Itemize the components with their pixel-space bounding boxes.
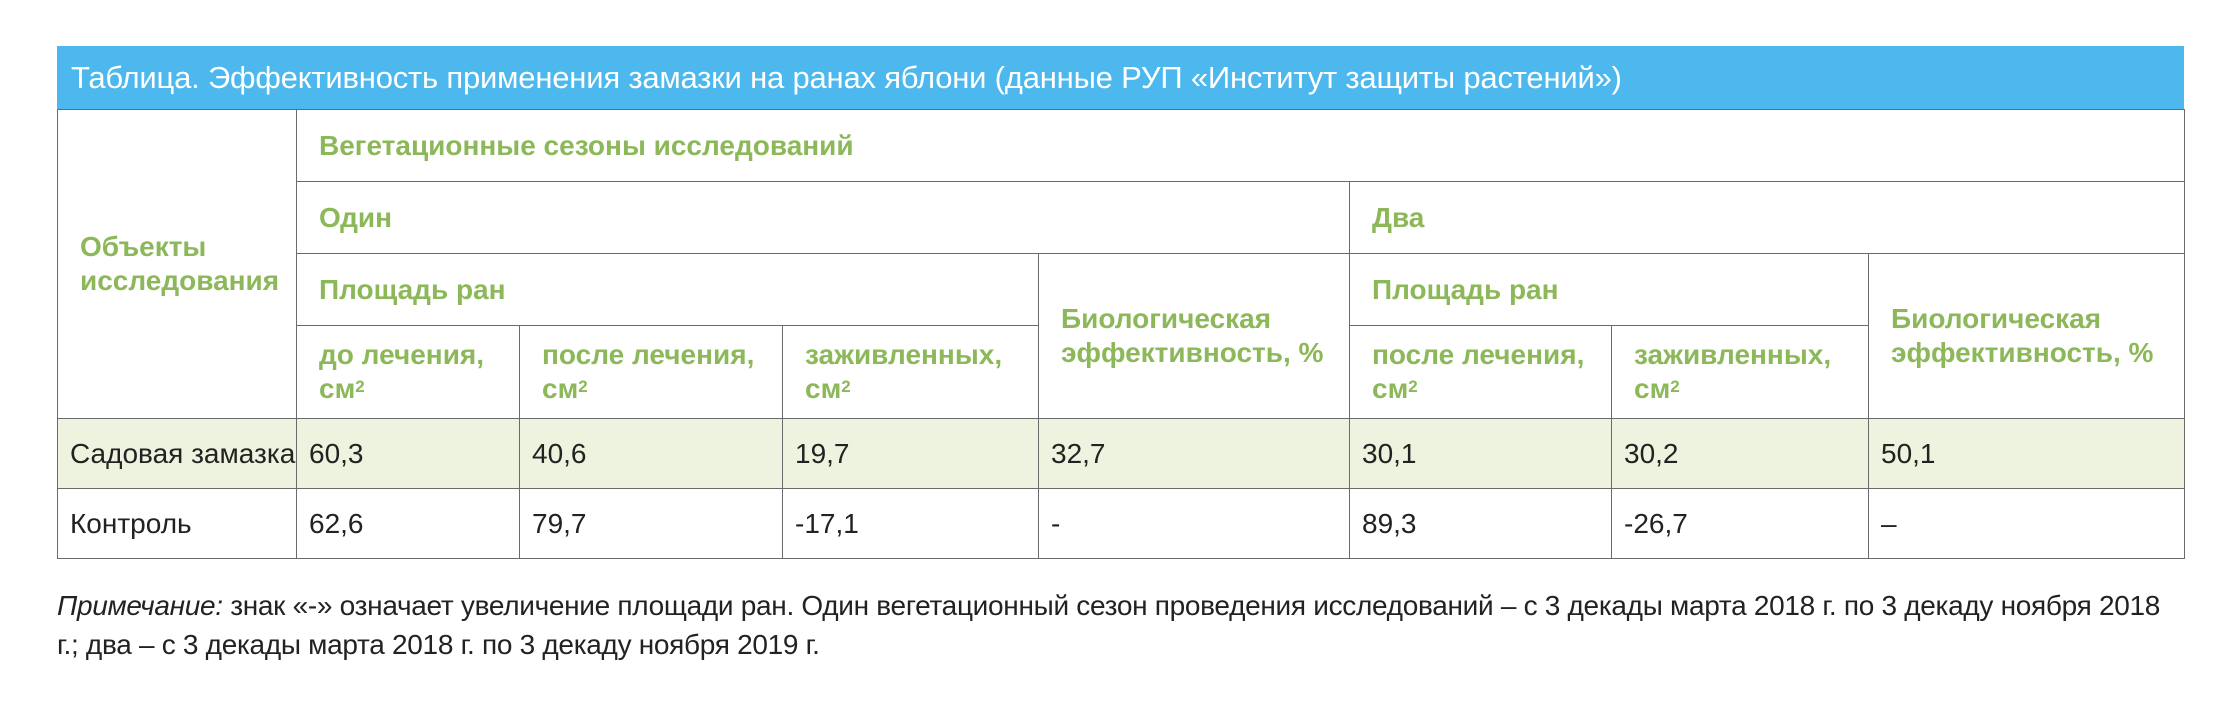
cell-after-one: 79,7 [519, 488, 783, 559]
header-objects: Объекты исследования [57, 109, 297, 419]
cell-bio-eff-two: 50,1 [1867, 418, 2186, 489]
header-bio-efficiency-two: Биологическая эффективность, % [1867, 253, 2186, 419]
cell-after-two: 30,1 [1349, 418, 1612, 489]
header-wound-area-two: Площадь ран [1349, 253, 1869, 326]
header-before-treatment: до лечения, см2 [296, 325, 520, 419]
cell-after-one: 40,6 [519, 418, 783, 489]
unit-exponent: 2 [355, 377, 365, 396]
cell-after-two: 89,3 [1349, 488, 1612, 559]
table-row-control: Контроль 62,6 79,7 -17,1 - 89,3 -26,7 – [57, 488, 2186, 559]
cell-bio-eff-one: - [1038, 488, 1350, 559]
header-row-area: Площадь ран Биологическая эффективность,… [58, 253, 2186, 419]
unit-exponent: 2 [1408, 377, 1418, 396]
header-wound-area-one: Площадь ран [296, 253, 1039, 326]
unit-exponent: 2 [1670, 377, 1680, 396]
cell-healed-two: -26,7 [1611, 488, 1869, 559]
header-two: Два [1348, 181, 2186, 254]
cell-healed-two: 30,2 [1611, 418, 1869, 489]
cell-before: 60,3 [296, 418, 520, 489]
note-label: Примечание: [57, 590, 223, 621]
header-seasons: Вегетационные сезоны исследований [295, 109, 2186, 182]
header-after-treatment-two: после лечения, см2 [1349, 325, 1612, 419]
unit-label: см [542, 373, 579, 404]
table-title: Таблица. Эффективность применения замазк… [57, 46, 2184, 109]
header-before-label: до лечения, [319, 339, 485, 370]
header-bio-efficiency-one: Биологическая эффективность, % [1038, 253, 1350, 419]
data-table: Объекты исследования Вегетационные сезон… [57, 109, 2186, 559]
row-name: Садовая замазка [57, 418, 297, 489]
unit-label: см [805, 373, 842, 404]
unit-exponent: 2 [841, 377, 851, 396]
cell-before: 62,6 [296, 488, 520, 559]
header-row-subcolumns: до лечения, см2 после лечения, см2 зажив… [58, 325, 2185, 419]
unit-label: см [319, 373, 356, 404]
header-after-treatment-one: после лечения, см2 [519, 325, 783, 419]
cell-healed-one: 19,7 [782, 418, 1039, 489]
header-after-label-one: после лечения, [542, 339, 755, 370]
cell-bio-eff-two: – [1867, 488, 2186, 559]
header-healed-two: заживленных, см2 [1611, 325, 1869, 419]
cell-healed-one: -17,1 [782, 488, 1039, 559]
unit-label: см [1634, 373, 1671, 404]
cell-bio-eff-one: 32,7 [1038, 418, 1350, 489]
header-row-seasons: Объекты исследования Вегетационные сезон… [57, 109, 2186, 419]
unit-exponent: 2 [578, 377, 588, 396]
table-figure: Таблица. Эффективность применения замазк… [57, 46, 2186, 664]
row-name: Контроль [57, 488, 297, 559]
header-one: Один [296, 181, 1350, 254]
table-row-garden-paste: Садовая замазка 60,3 40,6 19,7 32,7 30,1… [57, 418, 2186, 489]
table-note: Примечание: знак «-» означает увеличение… [57, 586, 2184, 664]
note-text: знак «-» означает увеличение площади ран… [57, 590, 2161, 660]
header-healed-label-two: заживленных, [1634, 339, 1832, 370]
header-healed-label-one: заживленных, [805, 339, 1003, 370]
header-row-count: Один Два [58, 181, 2186, 254]
header-after-label-two: после лечения, [1372, 339, 1585, 370]
header-healed-one: заживленных, см2 [782, 325, 1039, 419]
unit-label: см [1372, 373, 1409, 404]
